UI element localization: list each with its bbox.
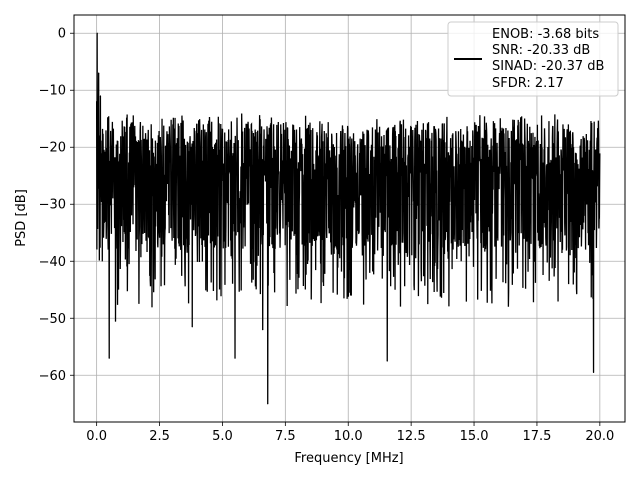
psd-notable-point bbox=[592, 371, 595, 374]
x-tick-label: 2.5 bbox=[149, 429, 170, 444]
psd-notable-point bbox=[386, 360, 388, 362]
legend-box bbox=[447, 21, 619, 97]
y-tick-label: −60 bbox=[39, 369, 66, 384]
y-tick-label: −10 bbox=[39, 84, 66, 99]
series-layer bbox=[95, 32, 601, 405]
plot-frame bbox=[73, 14, 626, 423]
x-tick-label: 17.5 bbox=[522, 429, 551, 444]
y-tick-label: −50 bbox=[39, 312, 66, 327]
x-tick-label: 0.0 bbox=[86, 429, 107, 444]
x-tick-label: 10.0 bbox=[334, 429, 363, 444]
x-axis-label: Frequency [MHz] bbox=[294, 451, 403, 466]
legend-entry-line: SINAD: -20.37 dB bbox=[492, 59, 604, 74]
y-tick-label: −20 bbox=[39, 141, 66, 156]
legend-entry-line: SFDR: 2.17 bbox=[492, 76, 564, 91]
psd-notable-point bbox=[98, 72, 100, 74]
psd-notable-point bbox=[96, 32, 98, 34]
y-tick-label: 0 bbox=[58, 27, 66, 42]
x-tick-label: 7.5 bbox=[275, 429, 296, 444]
psd-notable-point bbox=[262, 329, 264, 331]
psd-notable-point bbox=[96, 101, 98, 103]
psd-notable-point bbox=[191, 326, 193, 328]
x-axis-ticks: 0.0 2.5 5.0 7.5 10.0 12.5 15.0 17.5 20.0 bbox=[86, 422, 614, 444]
psd-notable-point bbox=[234, 357, 236, 359]
y-tick-label: −30 bbox=[39, 198, 66, 213]
x-tick-label: 12.5 bbox=[397, 429, 426, 444]
psd-notable-point bbox=[108, 357, 110, 359]
psd-notable-point bbox=[99, 95, 102, 97]
psd-series-line bbox=[95, 33, 601, 404]
x-tick-label: 15.0 bbox=[460, 429, 489, 444]
psd-notable-point bbox=[267, 403, 269, 405]
psd-notable-point bbox=[151, 306, 153, 308]
legend: ENOB: -3.68 bits SNR: -20.33 dB SINAD: -… bbox=[447, 21, 619, 97]
psd-notable-point bbox=[114, 320, 117, 322]
legend-entry-line: SNR: -20.33 dB bbox=[492, 43, 590, 58]
x-tick-label: 5.0 bbox=[212, 429, 233, 444]
legend-entry-line: ENOB: -3.68 bits bbox=[492, 27, 599, 42]
y-tick-label: −40 bbox=[39, 255, 66, 270]
y-axis-label: PSD [dB] bbox=[14, 189, 29, 247]
y-axis-ticks: 0 −10 −20 −30 −40 −50 −60 bbox=[39, 27, 74, 384]
x-tick-label: 20.0 bbox=[585, 429, 614, 444]
